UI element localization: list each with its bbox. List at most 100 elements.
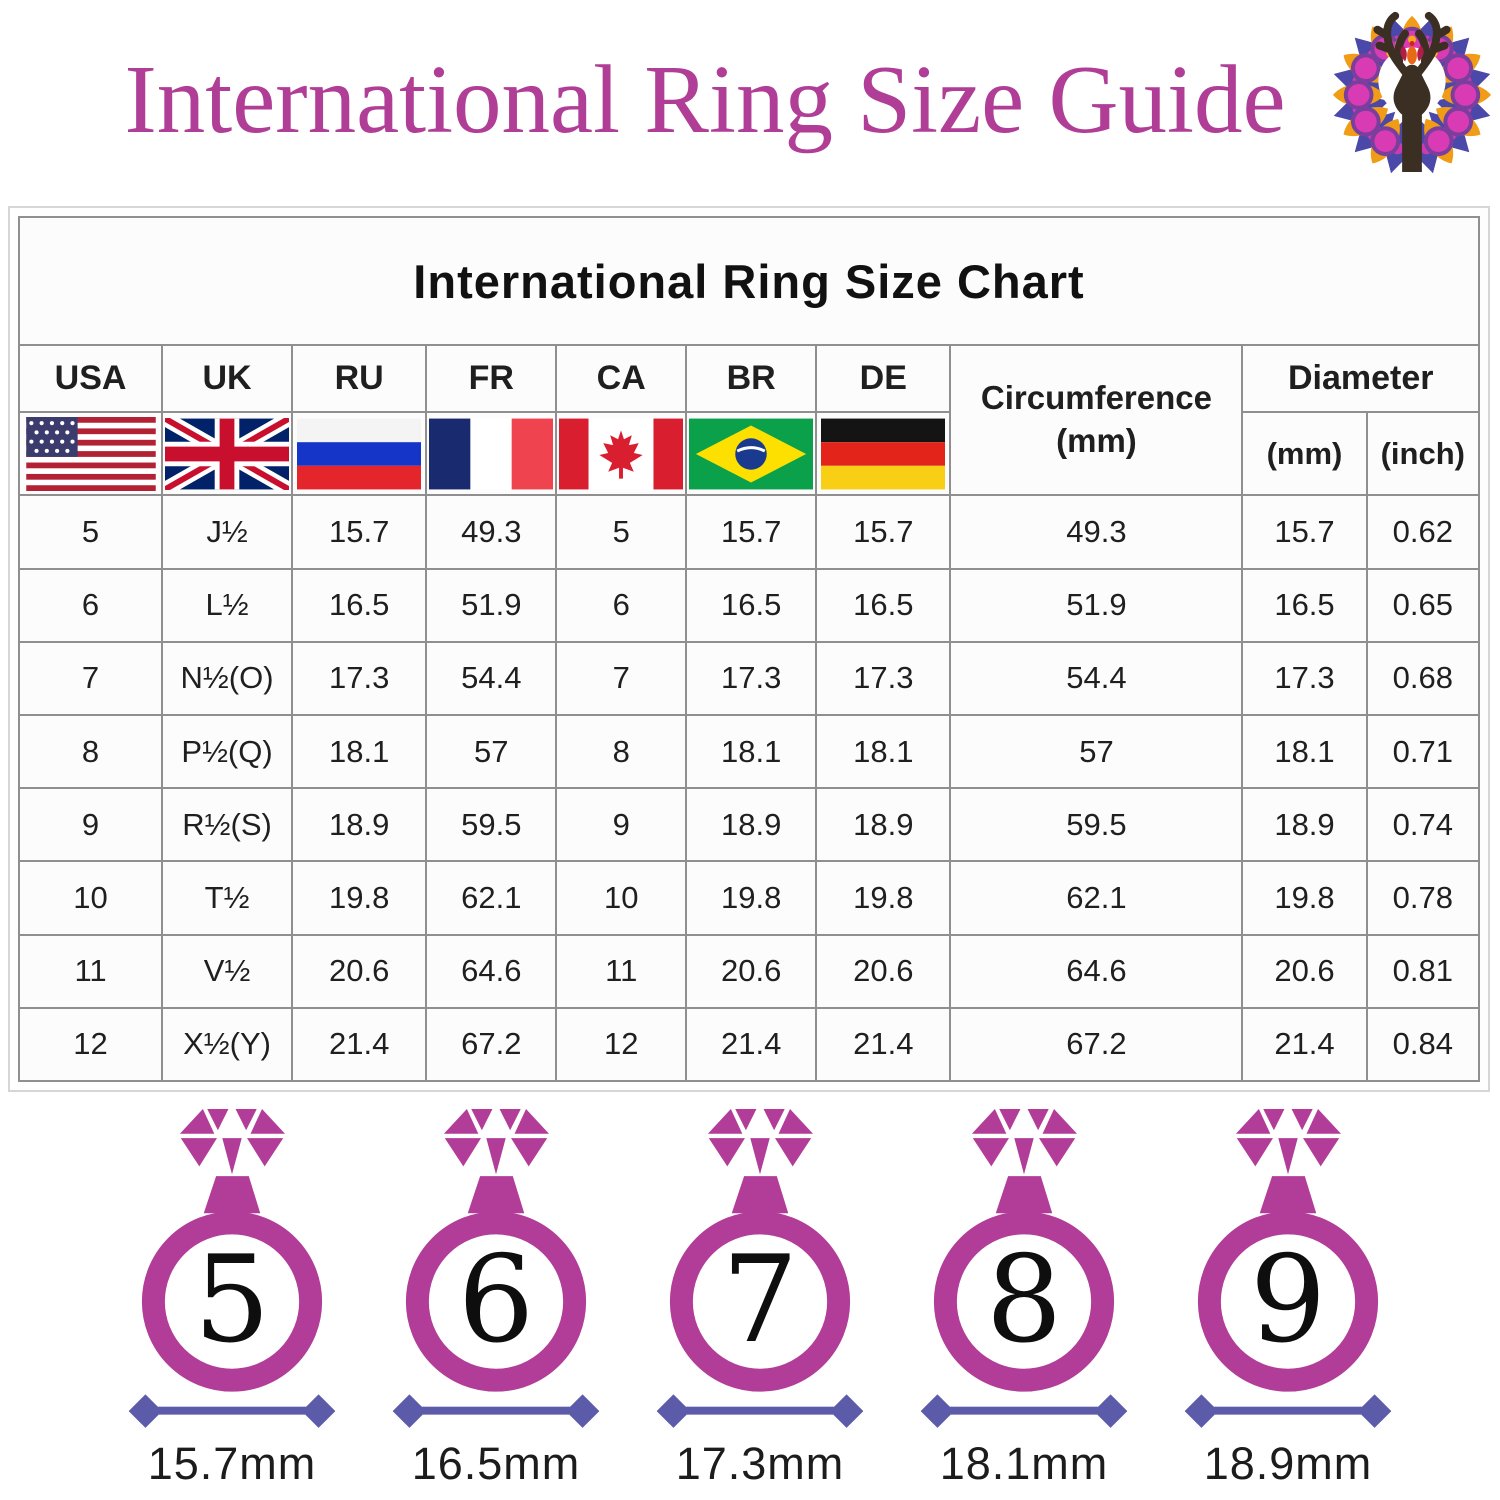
col-header-usa: USA — [17, 344, 164, 414]
cell-usa: 11 — [17, 933, 164, 1009]
cell-diameter-mm: 15.7 — [1241, 494, 1368, 570]
ring-band — [405, 1211, 587, 1392]
cell-br: 21.4 — [685, 1006, 818, 1083]
diameter-unit-inch: (inch) — [1365, 411, 1481, 497]
diameter-measure-line — [392, 1394, 600, 1428]
cell-ru: 16.5 — [291, 567, 428, 643]
cell-ru: 15.7 — [291, 494, 428, 570]
cell-diameter-inch: 0.68 — [1365, 640, 1481, 717]
ring-diameter-label: 15.7mm — [147, 1438, 317, 1489]
cell-ca: 12 — [555, 1006, 688, 1083]
cell-uk: L½ — [161, 567, 294, 643]
cell-diameter-inch: 0.62 — [1365, 494, 1481, 570]
cell-fr: 62.1 — [425, 860, 558, 936]
cell-br: 15.7 — [685, 494, 818, 570]
cell-circumference: 67.2 — [949, 1006, 1244, 1083]
cell-fr: 49.3 — [425, 494, 558, 570]
cell-fr: 59.5 — [425, 787, 558, 863]
cell-fr: 51.9 — [425, 567, 558, 643]
cell-ca: 7 — [555, 640, 688, 717]
flag-row: (mm) (inch) — [17, 411, 1481, 497]
cell-diameter-inch: 0.78 — [1365, 860, 1481, 936]
cell-ca: 8 — [555, 713, 688, 790]
cell-diameter-mm: 19.8 — [1241, 860, 1368, 936]
ring-band — [669, 1211, 851, 1392]
ring-item: 8 18.1mm — [918, 1100, 1130, 1490]
cell-circumference: 62.1 — [949, 860, 1244, 936]
cell-ca: 5 — [555, 494, 688, 570]
flag-russia-icon — [297, 418, 422, 490]
cell-br: 17.3 — [685, 640, 818, 717]
ring-diameter-label: 18.9mm — [1203, 1438, 1373, 1489]
cell-diameter-inch: 0.84 — [1365, 1006, 1481, 1083]
col-header-uk: UK — [161, 344, 294, 414]
col-header-diameter: Diameter — [1241, 344, 1480, 414]
cell-uk: R½(S) — [161, 787, 294, 863]
ring-diameter-label: 17.3mm — [675, 1438, 845, 1489]
col-header-br: BR — [685, 344, 818, 414]
flag-brazil-icon — [689, 418, 814, 490]
cell-uk: T½ — [161, 860, 294, 936]
ring-diameter-label: 16.5mm — [411, 1438, 581, 1489]
table-row: 12 X½(Y) 21.4 67.2 12 21.4 21.4 67.2 21.4 0.84 — [17, 1006, 1481, 1083]
ring-size-chart: International Ring Size Chart USA UK RU … — [8, 206, 1490, 1092]
diamond-ring-icon — [656, 1109, 864, 1428]
cell-usa: 7 — [17, 640, 164, 717]
ring-size-number: 6 — [457, 1231, 535, 1370]
diamond-ring-icon — [128, 1109, 336, 1428]
flag-germany-icon — [821, 418, 946, 490]
flag-cell-usa — [17, 411, 164, 497]
cell-ca: 9 — [555, 787, 688, 863]
diameter-measure-line — [1184, 1394, 1392, 1428]
cell-usa: 8 — [17, 713, 164, 790]
ring-item: 7 17.3mm — [654, 1100, 866, 1490]
cell-ca: 11 — [555, 933, 688, 1009]
ring-illustrations: 5 15.7mm 6 16.5mm 7 17.3mm — [0, 1100, 1500, 1490]
cell-br: 16.5 — [685, 567, 818, 643]
cell-diameter-mm: 18.9 — [1241, 787, 1368, 863]
diameter-measure-line — [656, 1394, 864, 1428]
cell-br: 18.9 — [685, 787, 818, 863]
ring-item: 9 18.9mm — [1182, 1100, 1394, 1490]
ring-item: 5 15.7mm — [126, 1100, 338, 1490]
cell-de: 21.4 — [815, 1006, 952, 1083]
cell-de: 16.5 — [815, 567, 952, 643]
col-header-circumference: Circumference (mm) — [949, 344, 1244, 497]
ring-size-number: 8 — [985, 1231, 1063, 1370]
cell-ru: 21.4 — [291, 1006, 428, 1083]
diameter-unit-mm: (mm) — [1241, 411, 1368, 497]
table-row: 7 N½(O) 17.3 54.4 7 17.3 17.3 54.4 17.3 0.68 — [17, 640, 1481, 717]
cell-diameter-mm: 18.1 — [1241, 713, 1368, 790]
col-header-ca: CA — [555, 344, 688, 414]
ring-size-number: 5 — [193, 1231, 271, 1370]
cell-diameter-inch: 0.81 — [1365, 933, 1481, 1009]
ring-band — [141, 1211, 323, 1392]
table-row: 10 T½ 19.8 62.1 10 19.8 19.8 62.1 19.8 0.78 — [17, 860, 1481, 936]
col-header-ru: RU — [291, 344, 428, 414]
table-row: 8 P½(Q) 18.1 57 8 18.1 18.1 57 18.1 0.71 — [17, 713, 1481, 790]
flag-usa-icon — [25, 416, 156, 491]
cell-diameter-inch: 0.65 — [1365, 567, 1481, 643]
cell-uk: X½(Y) — [161, 1006, 294, 1083]
cell-de: 18.9 — [815, 787, 952, 863]
country-code-row: USA UK RU FR CA BR DE Circumference (mm)… — [17, 344, 1480, 497]
cell-ru: 19.8 — [291, 860, 428, 936]
cell-de: 19.8 — [815, 860, 952, 936]
cell-br: 19.8 — [685, 860, 818, 936]
cell-diameter-mm: 17.3 — [1241, 640, 1368, 717]
cell-circumference: 57 — [949, 713, 1244, 790]
cell-br: 18.1 — [685, 713, 818, 790]
ring-band — [1197, 1211, 1379, 1392]
cell-fr: 57 — [425, 713, 558, 790]
diamond-ring-icon — [920, 1109, 1128, 1428]
ring-size-number: 9 — [1249, 1231, 1327, 1370]
cell-br: 20.6 — [685, 933, 818, 1009]
table-row: 9 R½(S) 18.9 59.5 9 18.9 18.9 59.5 18.9 0.74 — [17, 787, 1481, 863]
cell-ru: 18.9 — [291, 787, 428, 863]
cell-usa: 6 — [17, 567, 164, 643]
cell-uk: V½ — [161, 933, 294, 1009]
cell-usa: 5 — [17, 494, 164, 570]
cell-circumference: 51.9 — [949, 567, 1244, 643]
circumference-unit: (mm) — [1056, 422, 1137, 460]
flag-cell-ca — [555, 411, 688, 497]
